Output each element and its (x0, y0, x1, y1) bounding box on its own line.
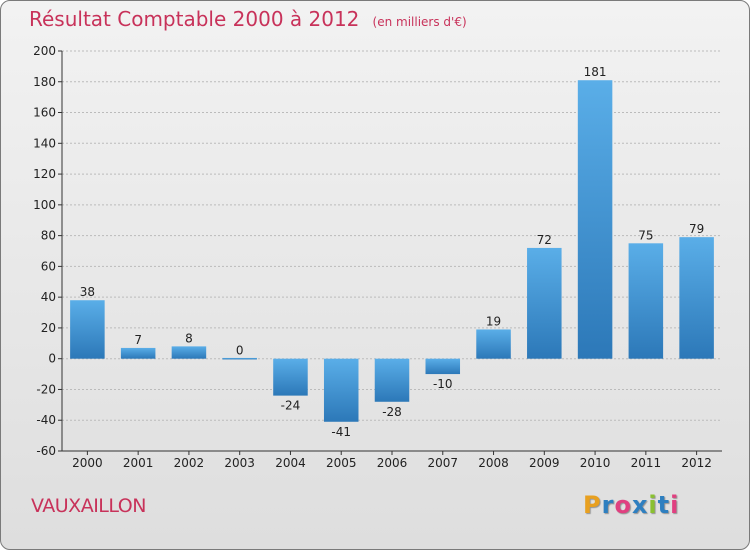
y-tick-label: 120 (33, 167, 56, 181)
data-label-2005: -41 (331, 425, 351, 439)
data-label-2010: 181 (584, 65, 607, 79)
x-tick-label-2000: 2000 (72, 456, 103, 470)
brand-letter: r (601, 491, 615, 519)
bars (70, 80, 714, 422)
bar-2000 (70, 300, 105, 359)
bar-2012 (679, 237, 714, 359)
brand-letter: x (631, 491, 649, 519)
x-tick-label-2009: 2009 (529, 456, 560, 470)
x-tick-label-2002: 2002 (174, 456, 205, 470)
y-tick-label: 20 (41, 321, 56, 335)
y-tick-label: -40 (36, 413, 56, 427)
data-label-2000: 38 (80, 285, 95, 299)
gridlines (62, 50, 722, 452)
brand-letter: P (583, 491, 602, 519)
y-tick-label: 180 (33, 75, 56, 89)
y-tick-label: -20 (36, 382, 56, 396)
data-label-2006: -28 (382, 405, 402, 419)
data-label-2009: 72 (537, 233, 552, 247)
bar-2010 (577, 80, 613, 359)
x-tick-label-2007: 2007 (427, 456, 458, 470)
brand-logo: Proxiti (583, 491, 679, 519)
data-label-2012: 79 (689, 222, 704, 236)
data-label-2011: 75 (638, 228, 653, 242)
y-tick-label: 80 (41, 229, 56, 243)
y-tick-label: 200 (33, 44, 56, 58)
y-tick-label: 160 (33, 106, 56, 120)
x-tick-label-2003: 2003 (224, 456, 255, 470)
data-label-2004: -24 (281, 399, 301, 413)
data-label-2002: 8 (185, 331, 193, 345)
y-tick-label: -60 (36, 444, 56, 458)
x-tick-label-2008: 2008 (478, 456, 509, 470)
y-tick-label: 60 (41, 259, 56, 273)
data-label-2003: 0 (236, 344, 244, 358)
location-name: VAUXAILLON (31, 495, 146, 517)
y-tick-label: 40 (41, 290, 56, 304)
bar-2008 (476, 329, 511, 359)
data-label-2001: 7 (134, 333, 142, 347)
y-tick-labels: -60 -40 -20 0 20 40 60 80 100 120 140 160 180 200 (33, 44, 56, 458)
bar-2002 (171, 346, 207, 359)
data-label-2007: -10 (433, 377, 453, 391)
x-tick-label-2006: 2006 (377, 456, 408, 470)
axes (58, 50, 722, 455)
data-label-2008: 19 (486, 314, 501, 328)
x-tick-labels: 2000 2001 2002 2003 2004 2005 2006 2007 2008 2009… (72, 456, 712, 470)
brand-letter: i (648, 491, 658, 519)
x-tick-label-2004: 2004 (275, 456, 306, 470)
y-tick-label: 140 (33, 136, 56, 150)
brand-letter: t (657, 491, 671, 519)
data-labels: 38 7 8 0 -24 -41 -28 -10 19 72 181 75 79 (80, 65, 705, 439)
chart-header: Résultat Comptable 2000 à 2012 (en milli… (29, 7, 467, 31)
bar-2003 (222, 357, 257, 360)
x-tick-label-2011: 2011 (631, 456, 662, 470)
bar-2005 (323, 358, 359, 422)
x-tick-label-2005: 2005 (326, 456, 357, 470)
bar-2011 (628, 243, 664, 359)
bar-2001 (120, 347, 156, 359)
brand-letter: i (670, 491, 680, 519)
x-tick-label-2010: 2010 (580, 456, 611, 470)
y-tick-label: 0 (48, 352, 56, 366)
bar-2006 (374, 358, 410, 402)
bar-2007 (425, 358, 461, 375)
chart-unit: (en milliers d'€) (372, 15, 467, 29)
bar-2004 (273, 358, 308, 396)
x-tick-label-2001: 2001 (123, 456, 154, 470)
chart-title: Résultat Comptable 2000 à 2012 (29, 7, 360, 31)
brand-letter: o (614, 491, 632, 519)
bar-2009 (527, 247, 562, 359)
x-tick-label-2012: 2012 (681, 456, 712, 470)
y-tick-label: 100 (33, 198, 56, 212)
